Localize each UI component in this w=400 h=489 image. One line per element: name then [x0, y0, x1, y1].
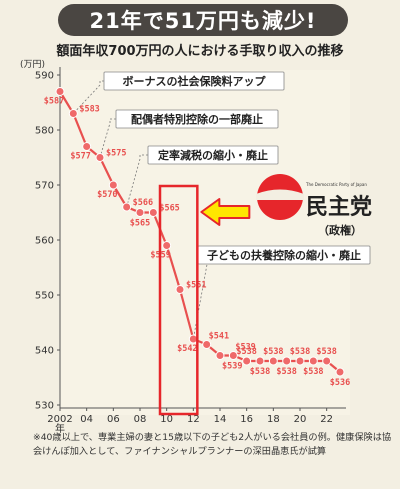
- data-label: $587: [44, 97, 64, 107]
- data-point: [202, 340, 212, 349]
- footnote: ※40歳以上で、専業主婦の妻と15歳以下の子ども2人がいる会社員の例。健康保険は…: [33, 432, 392, 457]
- logo-government-label: （政権）: [318, 223, 362, 237]
- series-line: [59, 90, 341, 373]
- income-series: [55, 87, 345, 377]
- x-tick-label: 06: [107, 414, 120, 425]
- data-point: [255, 356, 265, 366]
- data-label: $570: [97, 190, 117, 200]
- data-label: $566: [133, 198, 153, 208]
- annotation-text: 子どもの扶養控除の縮小・廃止: [207, 248, 361, 262]
- annotation-text: 配偶者特別控除の一部廃止: [131, 112, 263, 126]
- x-tick-label: 年: [55, 422, 65, 435]
- logo-party-name: 民主党: [306, 195, 372, 220]
- data-label: $577: [70, 152, 90, 162]
- chart-subtitle: 額面年収700万円の人における手取り収入の推移: [56, 44, 344, 59]
- y-tick-label: 530: [35, 401, 54, 412]
- annotation-text: ボーナスの社会保険料アップ: [123, 74, 267, 88]
- x-tick-label: 20: [294, 414, 307, 425]
- data-point: [308, 356, 318, 366]
- headline-banner: 21年で51万円も減少!: [58, 4, 348, 36]
- x-tick-label: 2002: [47, 414, 72, 425]
- x-tick-label: 18: [267, 414, 280, 425]
- data-point: [55, 87, 65, 96]
- highlight-overlay: [158, 184, 251, 416]
- data-label: $539: [222, 362, 242, 372]
- x-tick-label: 12: [187, 414, 200, 425]
- x-tick-label: 14: [214, 414, 227, 425]
- data-point: [282, 356, 292, 366]
- dpj-logo-mark: [256, 174, 304, 220]
- annotation-box: [103, 71, 285, 91]
- data-point: [268, 356, 278, 366]
- highlight-arrow: [200, 198, 251, 226]
- data-label: $565: [130, 219, 150, 229]
- data-point: [322, 356, 332, 366]
- annotation-leader: [126, 154, 148, 208]
- y-tick-label: 580: [35, 126, 54, 137]
- data-label: $538: [290, 347, 310, 357]
- data-point: [122, 202, 132, 212]
- data-point: [175, 285, 185, 294]
- data-label: $538: [263, 347, 283, 357]
- data-point: [242, 356, 252, 366]
- annotation-leader: [73, 80, 104, 114]
- data-point: [335, 367, 345, 377]
- data-label: $538: [303, 367, 323, 377]
- data-label: $536: [330, 378, 350, 388]
- y-tick-label: 560: [35, 236, 54, 247]
- highlight-box: [158, 184, 199, 416]
- x-tick-label: 22: [320, 414, 333, 425]
- x-tick-label: 04: [80, 414, 93, 425]
- logo-english-name: The Democratic Party of Japan: [305, 182, 367, 187]
- data-label: $583: [79, 105, 99, 115]
- data-point: [162, 241, 172, 250]
- data-point: [108, 180, 118, 190]
- y-tick-label: 540: [35, 346, 54, 357]
- data-label: $541: [209, 332, 229, 342]
- annotation-leader: [99, 118, 116, 158]
- data-label: $565: [159, 204, 179, 214]
- data-point: [95, 153, 105, 162]
- data-point: [82, 142, 92, 151]
- data-label: $539: [235, 343, 255, 353]
- data-point: [295, 356, 305, 366]
- data-labels: $587$583$577 $575$570$566$565$565$559$551…: [44, 97, 350, 389]
- data-point: [68, 109, 78, 118]
- data-label: $538: [316, 347, 336, 357]
- x-tick-label: 16: [240, 414, 253, 425]
- data-point: [228, 351, 238, 360]
- data-point: [148, 208, 158, 217]
- data-point: [215, 351, 225, 360]
- data-point: [135, 208, 145, 217]
- annotation-text: 定率減税の縮小・廃止: [158, 148, 268, 162]
- chart-annotations: ボーナスの社会保険料アップ配偶者特別控除の一部廃止定率減税の縮小・廃止子どもの扶…: [73, 71, 371, 340]
- y-tick-label: 570: [35, 181, 54, 192]
- dpj-logo: The Democratic Party of Japan 民主党 （政権）: [256, 174, 372, 237]
- data-label: $538: [250, 367, 270, 377]
- y-tick-label: 590: [35, 71, 54, 82]
- data-label: $575: [106, 149, 126, 159]
- data-label: $538: [276, 367, 296, 377]
- x-tick-label: 10: [160, 414, 173, 425]
- y-tick-label: 550: [35, 291, 54, 302]
- data-label: $542: [177, 344, 197, 354]
- data-label: $538: [236, 347, 256, 357]
- x-tick-label: 08: [134, 414, 147, 425]
- annotation-box: [115, 109, 279, 129]
- annotation-box: [147, 145, 279, 165]
- y-axis-unit: (万円): [20, 59, 45, 70]
